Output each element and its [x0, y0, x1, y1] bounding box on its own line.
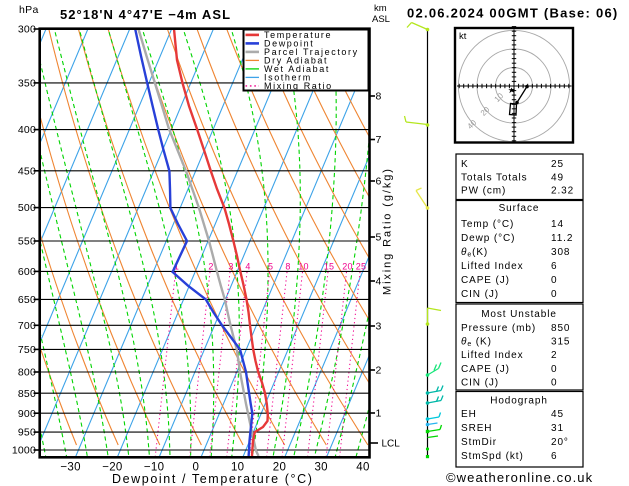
svg-text:2: 2	[551, 350, 557, 361]
svg-text:θe(K): θe(K)	[461, 247, 488, 259]
svg-text:CIN (J): CIN (J)	[461, 378, 499, 389]
svg-text:Mixing Ratio: Mixing Ratio	[264, 81, 333, 91]
svg-text:6: 6	[376, 176, 382, 188]
svg-text:350: 350	[18, 78, 36, 90]
svg-text:0: 0	[193, 462, 200, 474]
svg-text:5: 5	[268, 262, 273, 272]
svg-text:14: 14	[551, 219, 564, 230]
svg-text:PW (cm): PW (cm)	[461, 186, 506, 197]
svg-text:2: 2	[208, 262, 213, 272]
svg-text:StmDir: StmDir	[461, 437, 497, 448]
svg-text:10: 10	[231, 462, 244, 474]
svg-text:Pressure (mb): Pressure (mb)	[461, 323, 536, 334]
svg-text:31: 31	[551, 423, 564, 434]
svg-text:CAPE (J): CAPE (J)	[461, 275, 510, 286]
svg-text:LCL: LCL	[382, 439, 401, 450]
svg-text:Temperature: Temperature	[264, 30, 332, 40]
svg-text:20: 20	[273, 462, 286, 474]
svg-text:1: 1	[376, 408, 382, 420]
svg-text:10: 10	[298, 262, 309, 272]
svg-text:25: 25	[551, 159, 564, 170]
svg-text:2: 2	[376, 365, 382, 377]
svg-text:900: 900	[18, 408, 36, 420]
svg-text:30: 30	[314, 462, 327, 474]
svg-text:40: 40	[356, 462, 369, 474]
svg-text:Most Unstable: Most Unstable	[481, 309, 557, 320]
svg-text:450: 450	[18, 165, 36, 177]
svg-text:6: 6	[551, 451, 557, 462]
svg-text:20: 20	[342, 262, 353, 272]
svg-text:750: 750	[18, 344, 36, 356]
svg-text:550: 550	[18, 236, 36, 248]
svg-text:0: 0	[551, 289, 557, 300]
svg-text:25: 25	[356, 262, 367, 272]
svg-text:0: 0	[551, 364, 557, 375]
svg-text:400: 400	[18, 124, 36, 136]
svg-text:hPa: hPa	[19, 4, 39, 16]
svg-text:8: 8	[285, 262, 290, 272]
svg-text:Lifted Index: Lifted Index	[461, 350, 524, 361]
svg-text:850: 850	[551, 323, 570, 334]
svg-text:600: 600	[18, 266, 36, 278]
svg-text:Temp (°C): Temp (°C)	[461, 219, 514, 230]
svg-text:800: 800	[18, 367, 36, 379]
svg-text:SREH: SREH	[461, 423, 492, 434]
svg-text:CAPE (J): CAPE (J)	[461, 364, 510, 375]
svg-text:Hodograph: Hodograph	[490, 396, 548, 407]
svg-text:700: 700	[18, 320, 36, 332]
svg-text:Parcel Trajectory: Parcel Trajectory	[264, 47, 359, 57]
svg-text:0: 0	[551, 275, 557, 286]
svg-text:315: 315	[551, 337, 570, 348]
svg-text:K: K	[461, 159, 469, 170]
svg-text:Lifted Index: Lifted Index	[461, 261, 524, 272]
svg-text:EH: EH	[461, 409, 477, 420]
svg-text:52°18'N 4°47'E −4m ASL: 52°18'N 4°47'E −4m ASL	[60, 7, 231, 22]
svg-text:Dry Adiabat: Dry Adiabat	[264, 56, 328, 66]
svg-text:©weatheronline.co.uk: ©weatheronline.co.uk	[446, 470, 593, 485]
svg-text:−20: −20	[102, 462, 122, 474]
svg-text:Dewpoint: Dewpoint	[264, 39, 314, 49]
svg-text:5: 5	[376, 232, 382, 244]
svg-text:3: 3	[376, 321, 382, 333]
svg-text:02.06.2024 00GMT (Base: 06): 02.06.2024 00GMT (Base: 06)	[407, 6, 619, 21]
svg-text:2.32: 2.32	[551, 186, 574, 197]
svg-text:300: 300	[18, 24, 36, 36]
svg-text:7: 7	[376, 134, 382, 146]
svg-text:850: 850	[18, 388, 36, 400]
svg-text:ASL: ASL	[372, 14, 390, 25]
svg-text:0: 0	[551, 378, 557, 389]
svg-text:11.2: 11.2	[551, 233, 573, 244]
svg-text:CIN (J): CIN (J)	[461, 289, 499, 300]
svg-text:Wet Adiabat: Wet Adiabat	[264, 64, 330, 74]
svg-text:45: 45	[551, 409, 564, 420]
svg-text:StmSpd (kt): StmSpd (kt)	[461, 451, 524, 462]
svg-text:950: 950	[18, 427, 36, 439]
svg-text:15: 15	[324, 262, 335, 272]
svg-text:49: 49	[551, 172, 564, 183]
svg-text:Surface: Surface	[499, 203, 540, 214]
svg-text:308: 308	[551, 247, 570, 258]
svg-text:500: 500	[18, 202, 36, 214]
svg-text:kt: kt	[459, 31, 467, 42]
svg-text:4: 4	[376, 276, 382, 288]
svg-text:3: 3	[228, 262, 233, 272]
svg-text:650: 650	[18, 294, 36, 306]
svg-text:8: 8	[376, 91, 382, 103]
svg-text:−10: −10	[144, 462, 164, 474]
svg-text:6: 6	[551, 261, 557, 272]
svg-text:4: 4	[245, 262, 250, 272]
svg-text:−30: −30	[60, 462, 80, 474]
svg-text:Dewpoint / Temperature (°C): Dewpoint / Temperature (°C)	[112, 472, 314, 486]
svg-text:20°: 20°	[551, 437, 569, 448]
svg-text:θe (K): θe (K)	[461, 337, 492, 349]
svg-text:Dewp (°C): Dewp (°C)	[461, 233, 515, 244]
svg-text:1000: 1000	[12, 445, 36, 457]
svg-text:Isotherm: Isotherm	[264, 73, 312, 83]
svg-text:Totals Totals: Totals Totals	[461, 172, 528, 183]
svg-text:Mixing Ratio (g/kg): Mixing Ratio (g/kg)	[382, 167, 394, 295]
svg-text:km: km	[374, 3, 387, 14]
